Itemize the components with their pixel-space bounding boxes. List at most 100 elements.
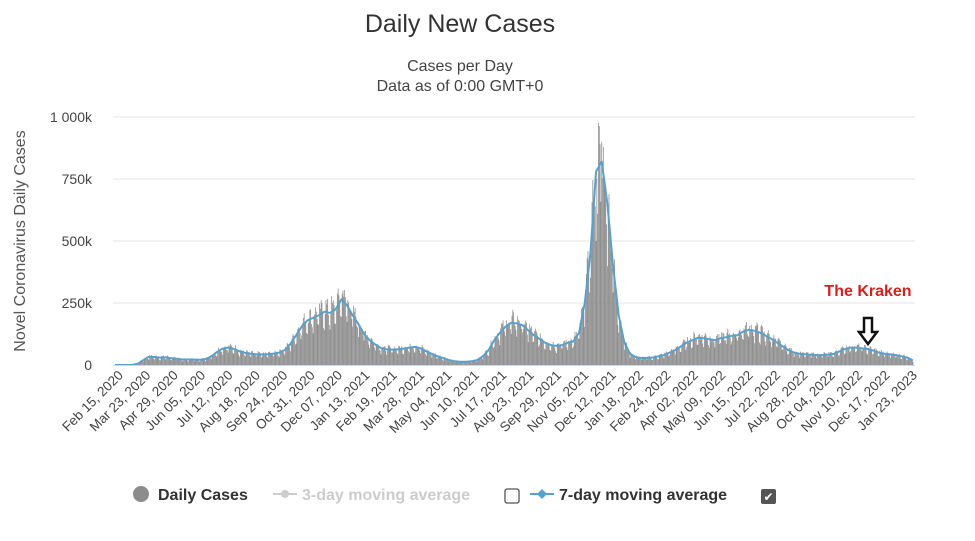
bar[interactable] — [671, 349, 673, 365]
bar[interactable] — [763, 331, 765, 365]
bar[interactable] — [700, 339, 702, 365]
bar[interactable] — [564, 340, 565, 365]
bar[interactable] — [900, 358, 902, 365]
bar[interactable] — [573, 336, 575, 365]
bar[interactable] — [576, 332, 578, 365]
bar[interactable] — [745, 325, 747, 365]
bar[interactable] — [710, 338, 712, 365]
bar[interactable] — [611, 247, 612, 365]
bar[interactable] — [450, 359, 451, 365]
bar[interactable] — [729, 337, 731, 365]
bar[interactable] — [830, 352, 832, 365]
bar[interactable] — [725, 340, 726, 365]
bar[interactable] — [567, 350, 569, 365]
bar[interactable] — [353, 306, 354, 365]
bar[interactable] — [612, 292, 614, 365]
bar[interactable] — [796, 351, 797, 365]
bar[interactable] — [398, 345, 400, 365]
bar[interactable] — [408, 352, 410, 365]
bar[interactable] — [829, 354, 831, 365]
bar[interactable] — [289, 347, 291, 365]
bar[interactable] — [413, 352, 415, 365]
bar[interactable] — [893, 352, 894, 365]
bar[interactable] — [692, 339, 694, 365]
bar[interactable] — [266, 356, 268, 365]
bar[interactable] — [813, 352, 814, 365]
bar[interactable] — [624, 343, 626, 365]
bar[interactable] — [341, 293, 343, 365]
bar[interactable] — [260, 354, 261, 365]
bar[interactable] — [665, 351, 667, 365]
bar[interactable] — [296, 334, 298, 365]
bar[interactable] — [632, 355, 634, 365]
bar[interactable] — [824, 352, 826, 365]
bar[interactable] — [711, 340, 713, 365]
bar[interactable] — [619, 320, 621, 365]
bar[interactable] — [363, 340, 365, 365]
bar[interactable] — [855, 352, 856, 365]
bar[interactable] — [441, 357, 443, 365]
bar[interactable] — [409, 343, 411, 365]
bar[interactable] — [611, 268, 613, 365]
bar[interactable] — [555, 351, 557, 365]
bar[interactable] — [404, 346, 406, 365]
bar[interactable] — [505, 335, 506, 365]
bar[interactable] — [720, 342, 721, 365]
bar[interactable] — [792, 352, 793, 365]
bar[interactable] — [836, 351, 838, 365]
bar[interactable] — [181, 360, 183, 365]
bar[interactable] — [463, 362, 465, 365]
bar[interactable] — [806, 352, 808, 365]
bar[interactable] — [691, 347, 693, 365]
bar[interactable] — [495, 337, 497, 365]
bar[interactable] — [869, 345, 871, 365]
bar[interactable] — [652, 359, 654, 365]
bar[interactable] — [315, 311, 317, 365]
bar[interactable] — [198, 361, 200, 365]
bar[interactable] — [469, 361, 471, 365]
bar[interactable] — [552, 341, 554, 365]
bar[interactable] — [501, 323, 503, 365]
bar[interactable] — [461, 361, 463, 365]
bar[interactable] — [436, 358, 438, 365]
bar[interactable] — [291, 338, 293, 365]
bar[interactable] — [249, 355, 251, 365]
bar[interactable] — [839, 352, 841, 365]
bar[interactable] — [783, 348, 785, 365]
bar[interactable] — [435, 354, 437, 365]
bar[interactable] — [588, 271, 590, 365]
bar[interactable] — [485, 350, 487, 365]
bar[interactable] — [158, 357, 160, 365]
bar[interactable] — [431, 357, 433, 365]
bar[interactable] — [464, 362, 466, 365]
bar[interactable] — [730, 344, 732, 365]
bar[interactable] — [886, 351, 888, 365]
bar[interactable] — [225, 346, 227, 365]
bar[interactable] — [632, 354, 633, 365]
bar[interactable] — [226, 350, 227, 365]
bar[interactable] — [594, 206, 596, 365]
bar[interactable] — [305, 322, 307, 365]
bar[interactable] — [193, 360, 194, 365]
bar[interactable] — [843, 354, 845, 365]
bar[interactable] — [823, 352, 825, 365]
bar[interactable] — [399, 349, 401, 365]
bar[interactable] — [508, 322, 510, 365]
bar[interactable] — [324, 313, 326, 365]
bar[interactable] — [762, 326, 763, 365]
bar[interactable] — [615, 281, 616, 365]
bar[interactable] — [168, 357, 170, 365]
bar[interactable] — [675, 346, 677, 365]
bar[interactable] — [514, 326, 516, 365]
bar[interactable] — [472, 360, 474, 365]
bar[interactable] — [379, 350, 381, 365]
bar[interactable] — [473, 360, 475, 365]
bar[interactable] — [790, 350, 792, 365]
bar[interactable] — [216, 356, 218, 365]
bar[interactable] — [427, 351, 429, 365]
bar[interactable] — [557, 343, 559, 365]
bar[interactable] — [749, 325, 751, 365]
bar[interactable] — [910, 359, 911, 365]
bar[interactable] — [850, 350, 852, 365]
bar[interactable] — [281, 352, 282, 365]
